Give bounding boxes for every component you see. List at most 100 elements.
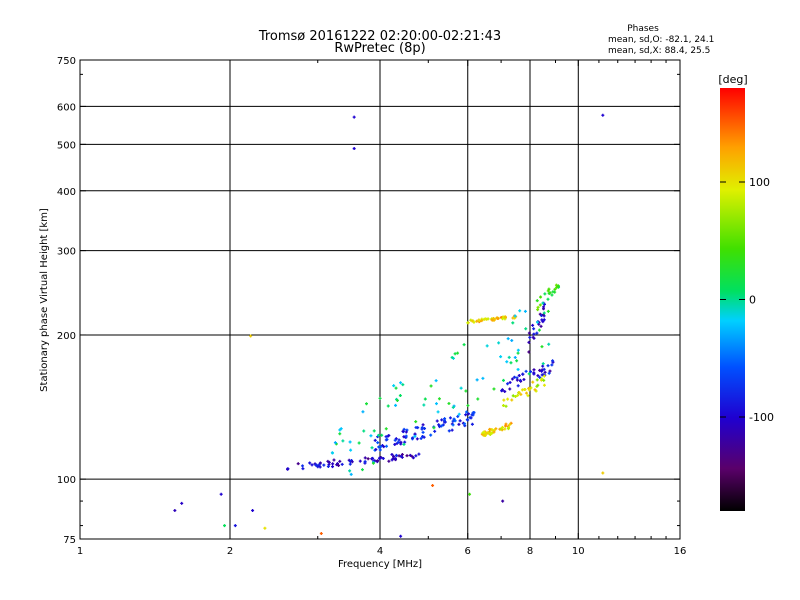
data-point [453,419,457,423]
data-point [411,456,415,460]
data-point [436,410,440,414]
data-point [472,320,476,324]
data-point [391,457,395,461]
data-point [453,352,457,356]
data-point [402,435,406,439]
data-point [369,434,373,438]
data-point [402,427,406,431]
data-point [263,526,267,530]
data-point [499,427,503,431]
data-point [486,317,490,321]
data-point [527,340,531,344]
data-point [378,448,382,452]
data-point [546,309,550,313]
data-point [390,453,394,457]
data-point [318,461,322,465]
data-point [415,437,419,441]
colorbar: [deg] 100 0 -100 [718,73,774,511]
data-point [490,428,494,432]
data-point [251,509,255,513]
data-point [401,383,405,387]
data-point [505,360,509,364]
data-point [393,457,397,461]
data-point [532,368,536,372]
data-point [457,412,461,416]
x-tick-label: 8 [527,546,533,557]
data-point [385,438,389,442]
data-point [466,321,470,325]
data-point [462,343,466,347]
data-point [387,459,391,463]
data-point [525,391,529,395]
data-point [422,403,426,407]
data-point [394,403,398,407]
data-point [435,419,439,423]
data-point [532,332,536,336]
data-point [464,413,468,417]
data-point [464,410,468,414]
data-point [510,339,514,343]
data-point [429,384,433,388]
data-point [348,440,352,444]
data-point [535,320,539,324]
data-point [467,412,471,416]
x-tick-label: 4 [377,546,383,557]
data-point [510,377,514,381]
data-point [413,434,417,438]
data-point [519,392,523,396]
data-point [381,456,385,460]
data-point [540,377,544,381]
data-point [364,402,368,406]
data-point [322,463,326,467]
data-point [429,433,433,437]
data-point [543,370,547,374]
data-point [538,375,542,379]
data-point [421,434,425,438]
data-point [535,331,539,335]
data-point [506,382,510,386]
data-point [477,318,481,322]
data-point [527,350,531,354]
data-point [464,389,468,393]
data-point [393,438,397,442]
data-point [550,363,554,367]
data-point [372,429,376,433]
data-point [358,459,362,463]
data-points [173,113,605,538]
data-point [526,394,530,398]
data-point [500,389,504,393]
data-point [488,427,492,431]
data-point [536,374,540,378]
data-point [601,113,605,117]
y-tick-label: 750 [57,56,76,67]
data-point [450,355,454,359]
data-point [475,378,479,382]
x-tick-label: 1 [77,546,83,557]
data-point [476,397,480,401]
data-point [308,461,312,465]
data-point [518,378,522,382]
data-point [457,422,461,426]
data-point [527,331,531,335]
data-point [528,335,532,339]
data-point [394,386,398,390]
data-point [492,387,496,391]
data-point [547,287,551,291]
data-point [371,456,375,460]
data-point [501,404,505,408]
y-tick-label: 500 [57,140,76,151]
data-point [535,378,539,382]
data-point [387,434,391,438]
data-point [540,369,544,373]
y-tick-label: 75 [63,535,76,546]
data-point [340,462,344,466]
data-point [522,377,526,381]
data-point [405,454,409,458]
data-point [507,355,511,359]
data-point [352,147,356,151]
data-point [382,445,386,449]
data-point [516,384,520,388]
data-point [539,324,543,328]
